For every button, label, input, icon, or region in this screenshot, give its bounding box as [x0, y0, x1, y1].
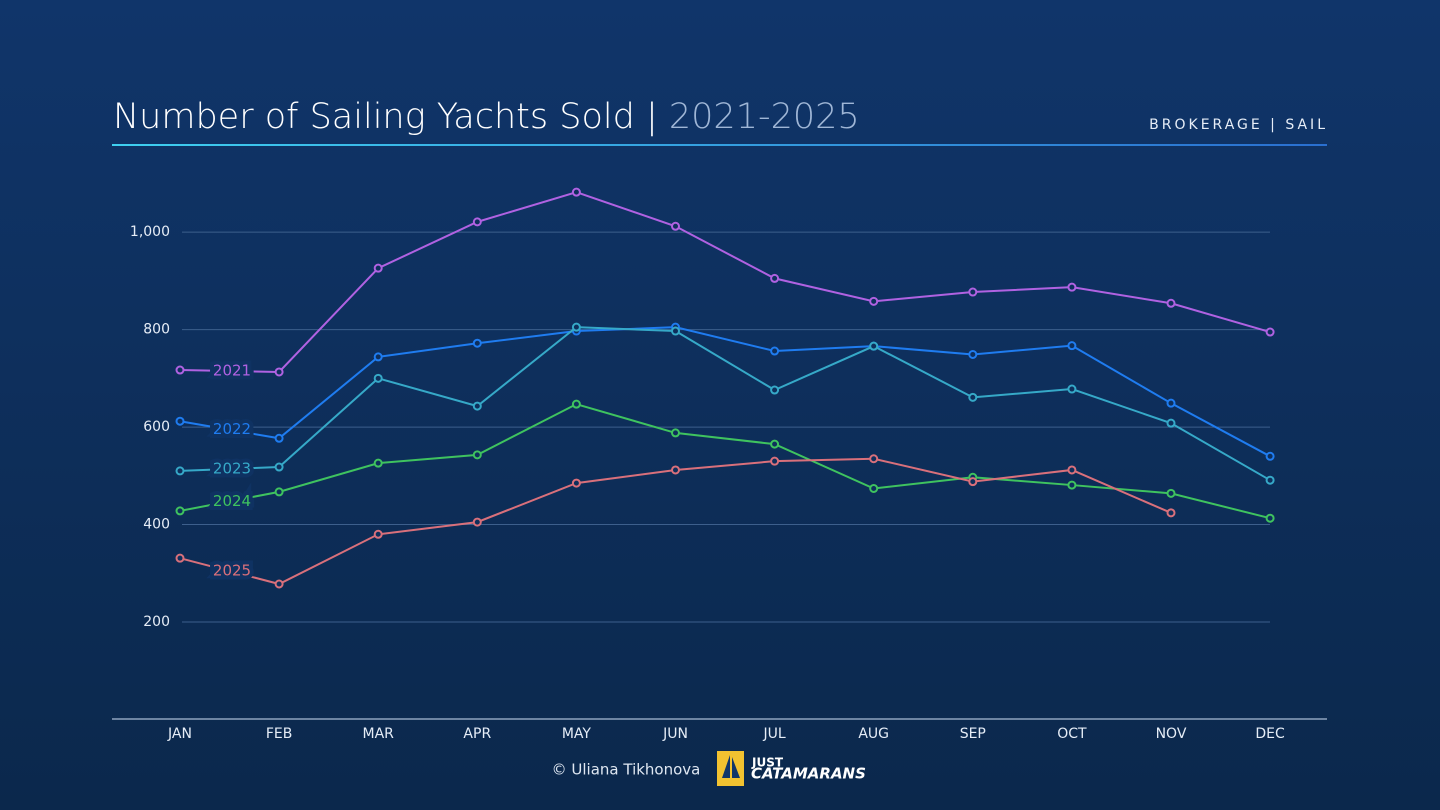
point: [770, 273, 780, 283]
logo-badge: [717, 751, 744, 786]
point: [770, 346, 780, 356]
point: [373, 352, 383, 362]
point: [671, 465, 680, 475]
point: [1166, 418, 1176, 428]
point: [472, 517, 482, 527]
point: [373, 458, 383, 468]
point: [472, 401, 482, 411]
tag: BROKERAGE | SAIL: [1149, 117, 1328, 133]
logo-text: JUST: [751, 756, 784, 770]
point: [274, 367, 284, 377]
point: [1166, 298, 1176, 308]
point: [472, 217, 482, 227]
point: [1265, 327, 1275, 337]
x-tick-label: SEP: [960, 726, 986, 742]
point: [968, 349, 978, 359]
x-tick-label: APR: [463, 726, 491, 742]
point: [175, 466, 185, 476]
x-tick-label: MAY: [562, 726, 592, 742]
plot: 200 400 600 800 1,000 JAN FEB MAR APR MAY JUN JUL AU…: [130, 187, 1285, 742]
point: [1166, 508, 1176, 518]
point: [175, 553, 185, 563]
point: [1166, 488, 1176, 498]
point: [968, 287, 978, 297]
point: [968, 477, 978, 487]
point: [1067, 384, 1077, 394]
point: [472, 338, 482, 348]
series-line: [179, 326, 1271, 458]
point: [869, 296, 879, 306]
y-tick-label: 200: [143, 614, 170, 630]
x-tick-label: NOV: [1156, 726, 1187, 742]
point: [770, 456, 780, 466]
point: [671, 428, 680, 438]
series-label: 2023: [213, 459, 251, 477]
point: [571, 187, 581, 197]
x-tick-label: OCT: [1057, 726, 1087, 742]
point: [274, 579, 284, 589]
y-tick-label: 400: [143, 517, 170, 533]
point: [175, 365, 185, 375]
point: [1265, 451, 1275, 461]
point: [869, 341, 879, 351]
x-tick-label: FEB: [266, 726, 293, 742]
point: [968, 392, 978, 402]
point: [274, 462, 284, 472]
x-tick-label: JUN: [662, 726, 688, 742]
chart-title: Number of Sailing Yachts Sold | 2021-202…: [113, 97, 860, 137]
logo-text: CATAMARANS: [751, 765, 866, 783]
point: [175, 506, 185, 516]
logo-sail: [722, 755, 740, 778]
point: [571, 322, 581, 332]
x-tick-label: AUG: [858, 726, 889, 742]
credit: © Uliana Tikhonova: [552, 761, 701, 779]
series-label: 2022: [213, 420, 251, 438]
point: [373, 373, 383, 383]
x-tick-label: MAR: [363, 726, 395, 742]
point: [373, 263, 383, 273]
x-tick-label: DEC: [1255, 726, 1285, 742]
series-label: 2021: [213, 362, 251, 380]
point: [472, 450, 482, 460]
point: [1067, 465, 1077, 475]
point: [571, 399, 581, 409]
point: [1166, 398, 1176, 408]
point: [1067, 282, 1077, 292]
x-tick-label: JUL: [763, 726, 786, 742]
point: [671, 221, 680, 231]
point: [175, 416, 185, 426]
point: [373, 529, 383, 539]
point: [571, 478, 581, 488]
series-label: 2024: [213, 492, 251, 510]
point: [1067, 480, 1077, 490]
x-tick-label: JAN: [167, 726, 192, 742]
point: [869, 454, 879, 464]
logo: JUST CATAMARANS: [717, 751, 866, 786]
point: [770, 385, 780, 395]
point: [1265, 475, 1275, 485]
point: [274, 487, 284, 497]
y-tick-label: 600: [143, 419, 170, 435]
title-main: Number of Sailing Yachts Sold |: [113, 97, 658, 137]
series-line: [179, 326, 1271, 482]
point: [671, 326, 680, 336]
point: [1265, 513, 1275, 523]
y-tick-label: 1,000: [130, 224, 170, 240]
series-line: [179, 191, 1271, 373]
point: [869, 483, 879, 493]
y-tick-label: 800: [143, 322, 170, 338]
title-years: 2021-2025: [669, 97, 860, 137]
title-underline: [112, 144, 1327, 146]
series-label: 2025: [213, 562, 251, 580]
point: [770, 439, 780, 449]
point: [1067, 341, 1077, 351]
point: [274, 433, 284, 443]
series-line: [179, 403, 1271, 520]
